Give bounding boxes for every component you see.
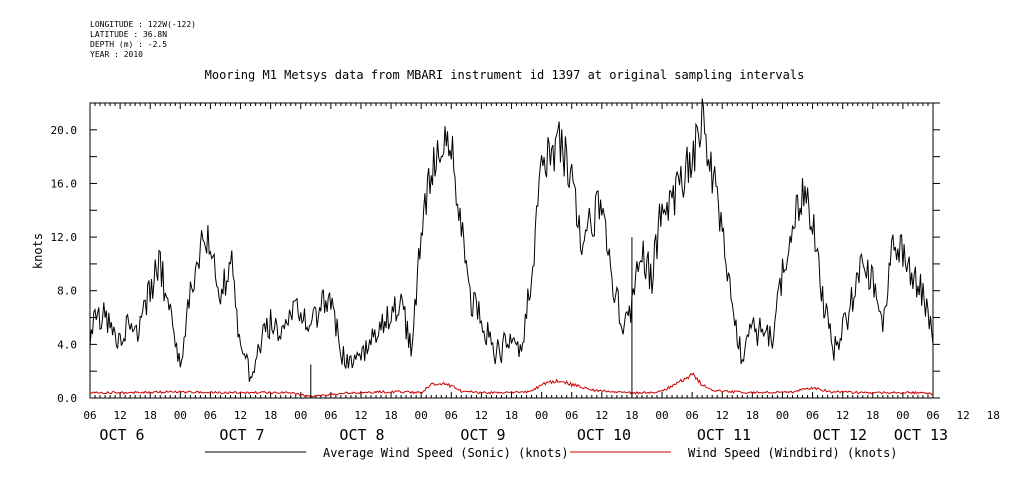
x-tick-label: 18 (505, 409, 518, 422)
series-line (89, 98, 934, 382)
metadata-block: LONGITUDE : 122W(-122) LATITUDE : 36.8N … (90, 20, 196, 60)
y-tick-labels: 0.0 4.0 8.0 12.0 16.0 20.0 (51, 124, 78, 405)
x-tick-label: 00 (174, 409, 187, 422)
y-tick-label: 20.0 (51, 124, 78, 137)
x-tick-label: 00 (415, 409, 428, 422)
date-label: OCT 10 (577, 426, 631, 444)
x-tick-label: 18 (144, 409, 157, 422)
x-tick-label: 18 (625, 409, 638, 422)
x-tick-label: 00 (655, 409, 668, 422)
date-label: OCT 13 (894, 426, 948, 444)
x-tick-label: 18 (384, 409, 397, 422)
x-tick-label: 18 (987, 409, 1000, 422)
x-tick-label: 06 (445, 409, 458, 422)
legend: Average Wind Speed (Sonic) (knots) Wind S… (205, 446, 898, 460)
x-tick-label: 00 (535, 409, 548, 422)
x-tick-label: 06 (83, 409, 96, 422)
x-tick-label: 12 (113, 409, 126, 422)
x-tick-label: 18 (746, 409, 759, 422)
x-tick-label: 12 (836, 409, 849, 422)
longitude-text: LONGITUDE : 122W(-122) (90, 20, 196, 29)
y-tick-label: 16.0 (51, 177, 78, 190)
date-label: OCT 11 (697, 426, 751, 444)
y-tick-label: 4.0 (57, 338, 77, 351)
plot-frame (89, 102, 934, 399)
x-tick-label: 00 (896, 409, 909, 422)
date-label: OCT 7 (219, 426, 264, 444)
x-tick-label: 06 (204, 409, 217, 422)
x-tick-labels: 06 12 18 00 06 12 18 00 06 12 18 00 06 12 18 00 06 12 18 00… (83, 409, 1000, 422)
series-line (89, 372, 934, 398)
x-tick-label: 18 (264, 409, 277, 422)
y-tick-label: 12.0 (51, 231, 78, 244)
x-tick-label: 06 (926, 409, 939, 422)
date-labels: OCT 6 OCT 7 OCT 8 OCT 9 OCT 10 OCT 11 OCT 12 OC… (99, 426, 948, 444)
date-label: OCT 6 (99, 426, 144, 444)
latitude-text: LATITUDE : 36.8N (90, 30, 168, 39)
chart-title: Mooring M1 Metsys data from MBARI instru… (204, 68, 805, 82)
x-tick-label: 12 (595, 409, 608, 422)
x-tick-label: 18 (866, 409, 879, 422)
series-lines (89, 98, 934, 398)
year-text: YEAR : 2010 (90, 50, 143, 59)
axis-ticks (89, 102, 940, 399)
legend-label-sonic: Average Wind Speed (Sonic) (knots) (323, 446, 569, 460)
x-tick-label: 12 (234, 409, 247, 422)
depth-text: DEPTH (m) : -2.5 (90, 40, 168, 49)
x-tick-label: 00 (294, 409, 307, 422)
x-tick-label: 06 (324, 409, 337, 422)
date-label: OCT 9 (460, 426, 505, 444)
y-axis-label: knots (31, 233, 45, 269)
legend-label-windbird: Wind Speed (Windbird) (knots) (688, 446, 898, 460)
x-tick-label: 06 (686, 409, 699, 422)
y-tick-label: 8.0 (57, 285, 77, 298)
x-tick-label: 06 (806, 409, 819, 422)
date-label: OCT 12 (813, 426, 867, 444)
x-tick-label: 12 (475, 409, 488, 422)
x-tick-label: 12 (716, 409, 729, 422)
x-tick-label: 06 (565, 409, 578, 422)
x-tick-label: 12 (956, 409, 969, 422)
x-tick-label: 12 (354, 409, 367, 422)
y-tick-label: 0.0 (57, 392, 77, 405)
date-label: OCT 8 (339, 426, 384, 444)
x-tick-label: 00 (776, 409, 789, 422)
